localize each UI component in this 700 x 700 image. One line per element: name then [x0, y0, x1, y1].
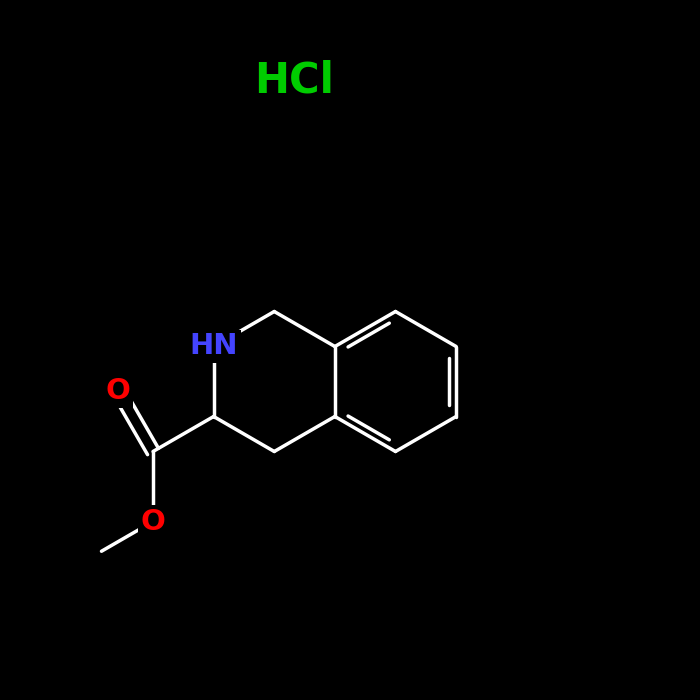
Text: O: O	[141, 508, 165, 536]
Text: HCl: HCl	[254, 60, 334, 102]
Text: HN: HN	[190, 332, 238, 360]
Text: O: O	[106, 377, 130, 405]
